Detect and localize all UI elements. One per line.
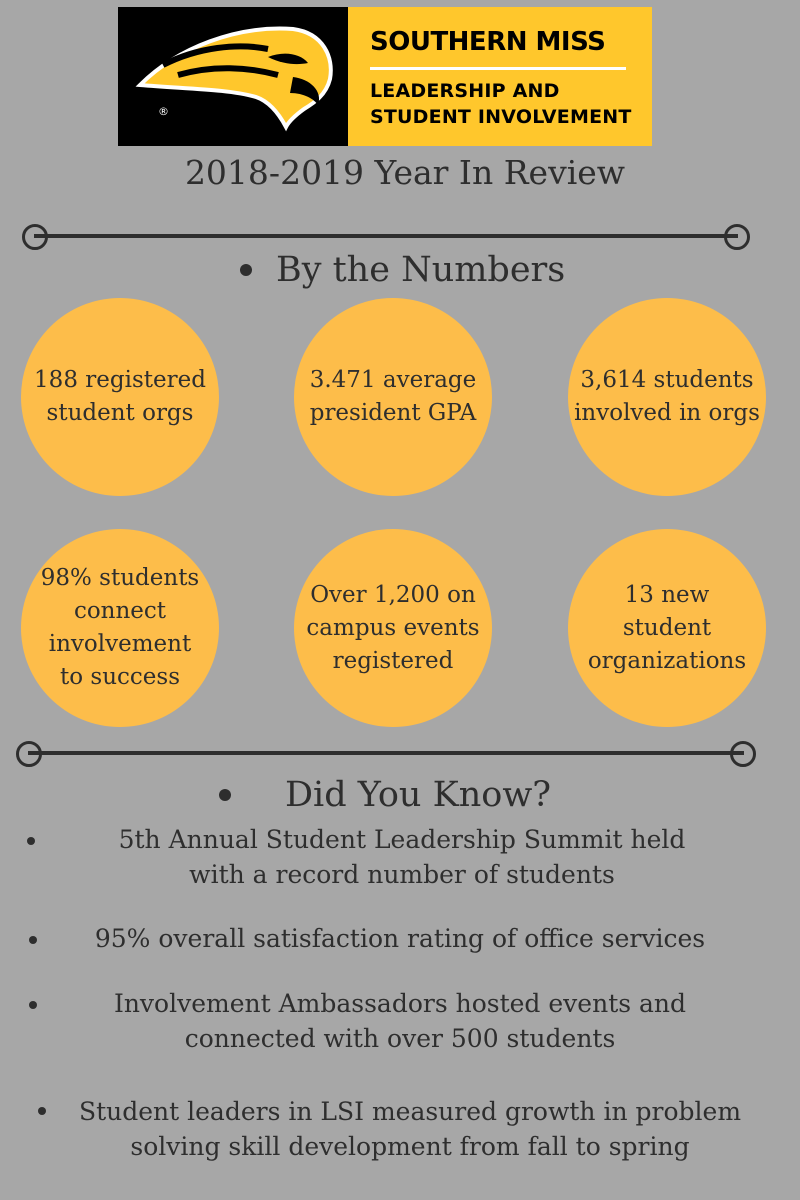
divider-line — [34, 234, 738, 238]
department-line-2: STUDENT INVOLVEMENT — [370, 106, 632, 128]
facts-heading: Did You Know? — [219, 775, 551, 815]
stat-text: 13 new student organizations — [587, 581, 747, 674]
fact-item: Student leaders in LSI measured growth i… — [0, 1094, 800, 1174]
stat-circle: 3.471 average president GPA — [294, 298, 492, 496]
department-line-1: LEADERSHIP AND — [370, 80, 560, 102]
divider-end-circle — [724, 224, 750, 250]
bullet-icon — [29, 936, 37, 944]
top-divider — [22, 224, 750, 250]
stat-text: Over 1,200 on campus events registered — [306, 581, 480, 674]
stat-circle: 98% students connect involvement to succ… — [21, 529, 219, 727]
stat-circle: 188 registered student orgs — [21, 298, 219, 496]
department-name: LEADERSHIP AND STUDENT INVOLVEMENT — [370, 78, 632, 130]
divider-line — [28, 751, 744, 755]
stat-text: 3,614 students involved in orgs — [574, 367, 760, 426]
fact-item: 5th Annual Student Leadership Summit hel… — [0, 822, 800, 902]
fact-item: 95% overall satisfaction rating of offic… — [0, 921, 800, 1001]
logo-banner: ® SOUTHERN MISS LEADERSHIP AND STUDENT I… — [118, 7, 652, 146]
bullet-icon — [219, 789, 231, 801]
bullet-icon — [29, 1001, 37, 1009]
stat-circle: 3,614 students involved in orgs — [568, 298, 766, 496]
brand-name: SOUTHERN MISS — [370, 27, 606, 57]
bullet-icon — [27, 837, 35, 845]
middle-divider — [16, 741, 756, 767]
numbers-heading-text: By the Numbers — [276, 250, 566, 290]
stat-circle: 13 new student organizations — [568, 529, 766, 727]
wordmark-panel: SOUTHERN MISS LEADERSHIP AND STUDENT INV… — [348, 7, 652, 146]
stat-circle: Over 1,200 on campus events registered — [294, 529, 492, 727]
registered-trademark: ® — [158, 105, 169, 118]
fact-text: 5th Annual Student Leadership Summit hel… — [118, 825, 686, 889]
facts-heading-text: Did You Know? — [285, 775, 552, 815]
bullet-icon — [240, 264, 252, 276]
stat-text: 3.471 average president GPA — [309, 367, 477, 426]
golden-eagle-icon — [135, 26, 333, 132]
numbers-heading: By the Numbers — [240, 250, 565, 290]
bullet-icon — [38, 1107, 46, 1115]
fact-text: Student leaders in LSI measured growth i… — [78, 1097, 742, 1161]
divider-end-circle — [16, 741, 42, 767]
fact-text: Involvement Ambassadors hosted events an… — [113, 989, 687, 1053]
stat-text: 188 registered student orgs — [34, 367, 206, 426]
divider-end-circle — [730, 741, 756, 767]
brand-divider — [370, 67, 626, 70]
stat-text: 98% students connect involvement to succ… — [40, 565, 200, 690]
page-title: 2018-2019 Year In Review — [184, 153, 626, 192]
divider-end-circle — [22, 224, 48, 250]
fact-item: Involvement Ambassadors hosted events an… — [0, 986, 800, 1066]
fact-text: 95% overall satisfaction rating of offic… — [94, 924, 706, 953]
eagle-logo-panel: ® — [118, 7, 348, 146]
